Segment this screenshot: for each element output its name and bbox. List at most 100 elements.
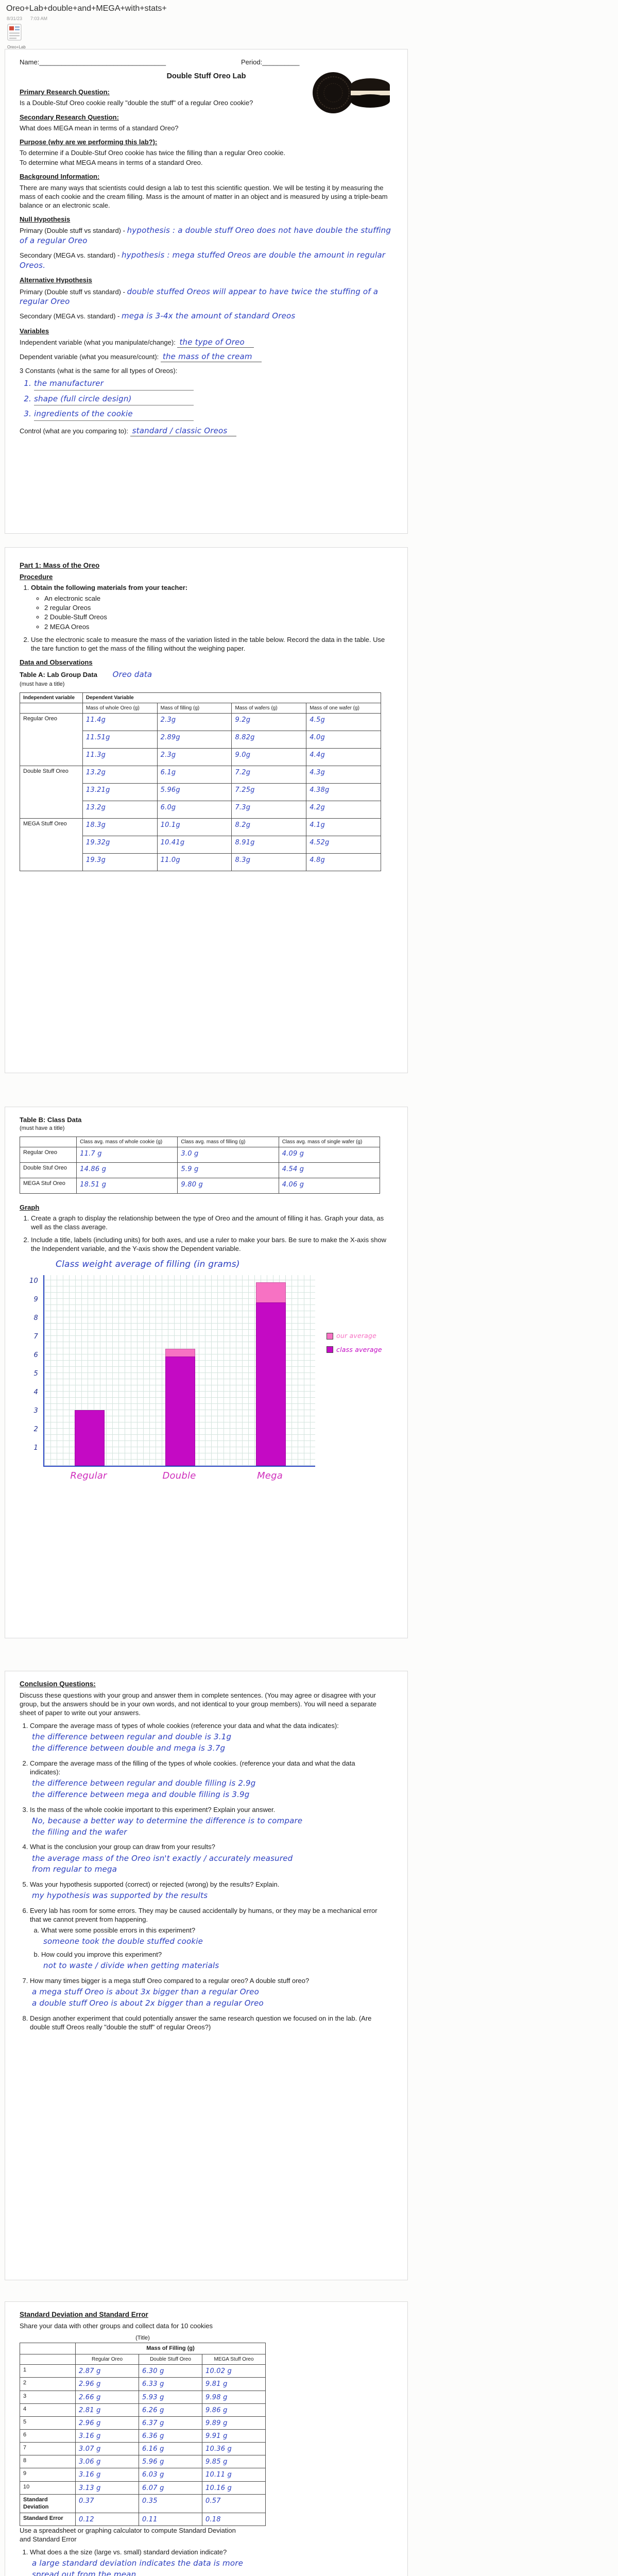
- handwritten-mass: 2.96 g: [79, 2419, 101, 2427]
- compute-note: Use a spreadsheet or graphing calculator…: [20, 2526, 236, 2544]
- y-axis-tick-label: 4: [33, 1388, 38, 1396]
- conclusion-q3: Is the mass of the whole cookie importan…: [30, 1805, 380, 1838]
- handwritten-summary: 0.35: [142, 2497, 158, 2505]
- q1-answer: the difference between regular and doubl…: [32, 1732, 380, 1754]
- table-b-col-header-2: Class avg. mass of filling (g): [177, 1136, 279, 1147]
- handwritten-summary: 0.57: [205, 2497, 221, 2505]
- stats-span-header: Mass of Filling (g): [75, 2343, 266, 2354]
- handwritten-average: 18.51 g: [80, 1180, 107, 1189]
- x-axis-category-label: Mega: [257, 1470, 283, 1482]
- q6b-answer-line1: not to waste / divide when getting mater…: [43, 1961, 219, 1971]
- q4-answer-line2: from regular to mega: [32, 1865, 117, 1874]
- stats-row: 2 2.96 g 6.33 g 9.81 g: [20, 2377, 266, 2391]
- legend-label: our average: [336, 1332, 377, 1340]
- q8-text: Design another experiment that could pot…: [30, 2014, 372, 2031]
- measurement-cell: 4.0g: [306, 730, 381, 749]
- handwritten-measurement: 4.52g: [310, 838, 330, 846]
- measurement-cell: 4.8g: [306, 853, 381, 871]
- stats-col-header-regular: Regular Oreo: [75, 2353, 139, 2365]
- row-number-cell: 8: [20, 2455, 76, 2469]
- constants-list: the manufacturer shape (full circle desi…: [23, 379, 393, 421]
- stats-row: 4 2.81 g 6.26 g 9.86 g: [20, 2403, 266, 2417]
- table-b-label: Table B: Class Data: [20, 1116, 82, 1124]
- graph-step-1: Create a graph to display the relationsh…: [31, 1214, 393, 1231]
- table-a-col-header-3: Mass of wafers (g): [231, 702, 307, 714]
- handwritten-measurement: 2.89g: [160, 733, 180, 741]
- handwritten-measurement: 5.96g: [160, 786, 180, 794]
- printout-page-3: Table B: Class Data (must have a title) …: [5, 1107, 408, 1638]
- filling-mass-cell: 3.16 g: [75, 2429, 139, 2443]
- handwritten-mass: 10.02 g: [205, 2367, 232, 2376]
- y-axis-tick-label: 8: [33, 1314, 38, 1322]
- conclusion-q8: Design another experiment that could pot…: [30, 2014, 380, 2031]
- summary-value-cell: 0.37: [75, 2494, 139, 2513]
- handwritten-mass: 6.03 g: [142, 2471, 164, 2479]
- q1-answer-line2: the difference between double and mega i…: [32, 1743, 226, 1753]
- filling-mass-cell: 2.81 g: [75, 2403, 139, 2417]
- note-title[interactable]: Oreo+Lab+double+and+MEGA+with+stats+: [6, 4, 167, 13]
- summary-label-cell: Standard Error: [20, 2512, 76, 2526]
- handwritten-measurement: 8.2g: [235, 821, 251, 829]
- measurement-cell: 4.3g: [306, 765, 381, 784]
- background-text: There are many ways that scientists coul…: [20, 183, 388, 209]
- standard-error-row: Standard Error 0.12 0.11 0.18: [20, 2512, 266, 2526]
- filling-mass-cell: 2.87 g: [75, 2364, 139, 2378]
- alt-primary-handwritten: double stuffed Oreos will appear to have…: [20, 286, 379, 307]
- measurement-cell: 19.3g: [82, 853, 158, 871]
- purpose-label: Purpose (why are we performing this lab?…: [20, 138, 158, 146]
- mass-of-filling-table: Mass of Filling (g) Regular Oreo Double …: [20, 2343, 266, 2526]
- handwritten-measurement: 4.3g: [310, 768, 325, 776]
- q5-answer-line1: my hypothesis was supported by the resul…: [32, 1891, 208, 1901]
- measurement-cell: 13.2g: [82, 765, 158, 784]
- stats-q1-answer-line1: a large standard deviation indicates the…: [32, 2558, 244, 2576]
- filling-mass-cell: 5.93 g: [139, 2390, 202, 2404]
- attached-file-icon[interactable]: [7, 24, 23, 41]
- handwritten-mass: 6.33 g: [142, 2380, 164, 2388]
- graph-step-2: Include a title, labels (including units…: [31, 1235, 393, 1253]
- handwritten-mass: 3.16 g: [79, 2432, 101, 2440]
- filling-mass-cell: 3.07 g: [75, 2442, 139, 2456]
- handwritten-mass: 10.11 g: [205, 2471, 232, 2479]
- stats-table-title-blank: (Title): [135, 2334, 150, 2341]
- handwritten-measurement: 2.3g: [160, 716, 176, 724]
- printout-page-4: Conclusion Questions: Discuss these ques…: [5, 1671, 408, 2280]
- stats-row: 3 2.66 g 5.93 g 9.98 g: [20, 2390, 266, 2404]
- measurement-cell: 2.3g: [157, 713, 232, 731]
- summary-value-cell: 0.12: [75, 2512, 139, 2526]
- measurement-cell: 11.3g: [82, 748, 158, 766]
- handwritten-measurement: 4.5g: [310, 716, 325, 724]
- handwritten-measurement: 13.2g: [85, 768, 106, 776]
- filling-mass-cell: 2.96 g: [75, 2416, 139, 2430]
- filling-mass-cell: 9.81 g: [202, 2377, 266, 2391]
- q3-answer-line1: No, because a better way to determine th…: [32, 1816, 303, 1825]
- row-number-cell: 7: [20, 2442, 76, 2456]
- q5-text: Was your hypothesis supported (correct) …: [30, 1880, 280, 1889]
- plot-area: [43, 1275, 315, 1467]
- stats-row: 10 3.13 g 6.07 g 10.16 g: [20, 2481, 266, 2495]
- table-a-title-note: (must have a title): [20, 681, 65, 688]
- stats-col-header-double: Double Stuff Oreo: [139, 2353, 202, 2365]
- class-average-cell: 18.51 g: [76, 1177, 178, 1194]
- material-item-4: 2 MEGA Oreos: [44, 622, 393, 631]
- procedure-step-2: Use the electronic scale to measure the …: [31, 635, 393, 653]
- filling-mass-cell: 3.06 g: [75, 2455, 139, 2469]
- table-a: Independent variable Dependent Variable …: [20, 692, 382, 871]
- procedure-step-1: Obtain the following materials from your…: [31, 583, 393, 631]
- chart-title-handwritten: Class weight average of filling (in gram…: [56, 1259, 240, 1269]
- purpose-line-2: To determine what MEGA means in terms of…: [20, 159, 203, 167]
- row-number-cell: 4: [20, 2403, 76, 2417]
- measurement-cell: 6.1g: [157, 765, 232, 784]
- handwritten-measurement: 7.25g: [235, 786, 255, 794]
- q7-text: How many times bigger is a mega stuff Or…: [30, 1977, 310, 1985]
- filling-mass-cell: 6.16 g: [139, 2442, 202, 2456]
- handwritten-average: 5.9 g: [181, 1165, 199, 1173]
- row-number-cell: 5: [20, 2416, 76, 2430]
- table-a-row: 19.32g 10.41g 8.91g 4.52g: [20, 835, 381, 854]
- handwritten-measurement: 19.3g: [85, 856, 106, 864]
- measurement-cell: 19.32g: [82, 835, 158, 854]
- stats-row: 9 3.16 g 6.03 g 10.11 g: [20, 2468, 266, 2482]
- table-a-row: Double Stuff Oreo 13.2g 6.1g 7.2g 4.3g: [20, 765, 381, 819]
- measurement-cell: 4.1g: [306, 818, 381, 836]
- handwritten-average: 4.06 g: [282, 1180, 304, 1189]
- table-a-row: MEGA Stuff Oreo 18.3g 10.1g 8.2g 4.1g: [20, 818, 381, 871]
